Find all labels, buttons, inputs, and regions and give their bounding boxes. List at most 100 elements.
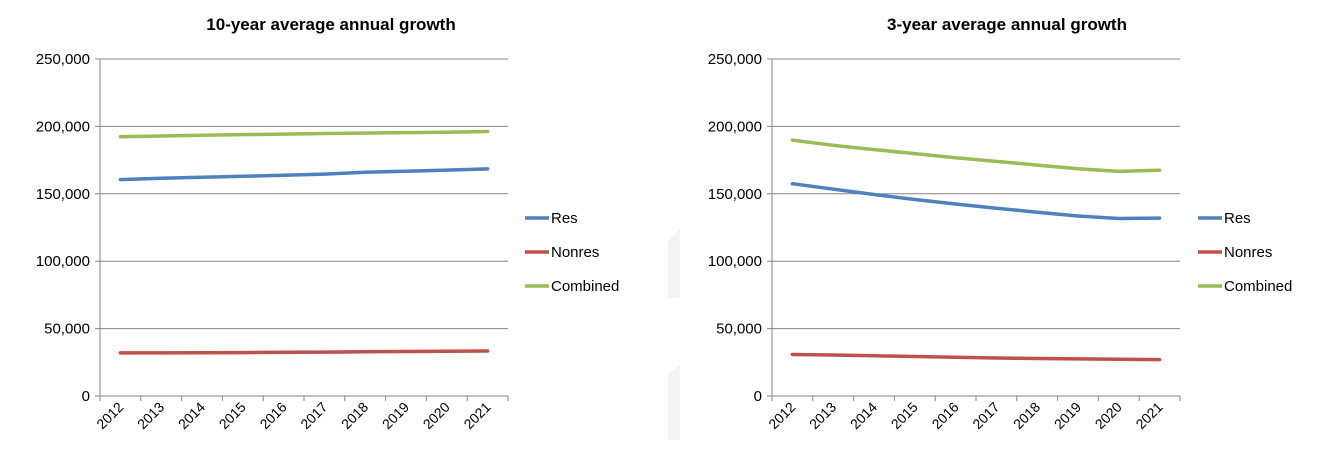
data-point-nonres [445, 349, 449, 353]
data-point-nonres [1117, 357, 1121, 361]
data-point-nonres [241, 351, 245, 355]
data-point-res [913, 197, 917, 201]
data-point-nonres [282, 350, 286, 354]
data-point-res [159, 176, 163, 180]
series-line-combined [118, 129, 490, 139]
legend-label-combined: Combined [1224, 278, 1292, 295]
y-tick-label: 100,000 [36, 253, 90, 270]
x-tick-label: 2016 [928, 399, 961, 432]
legend-label-res: Res [1224, 210, 1251, 227]
chart-title: 10-year average annual growth [206, 15, 455, 34]
data-point-nonres [404, 350, 408, 354]
y-tick-label: 0 [82, 388, 90, 405]
series-line-nonres [790, 352, 1162, 362]
data-point-combined [200, 133, 204, 137]
data-point-nonres [322, 350, 326, 354]
data-point-combined [790, 138, 794, 142]
data-point-res [1076, 214, 1080, 218]
data-point-res [445, 168, 449, 172]
x-tick-label: 2021 [1132, 399, 1165, 432]
data-point-nonres [486, 349, 490, 353]
data-point-res [363, 170, 367, 174]
y-tick-label: 200,000 [708, 118, 762, 135]
y-tick-label: 150,000 [708, 186, 762, 203]
data-point-nonres [831, 353, 835, 357]
series-line-nonres [118, 349, 490, 355]
data-point-res [404, 169, 408, 173]
data-point-nonres [954, 355, 958, 359]
data-point-res [790, 182, 794, 186]
data-point-combined [282, 132, 286, 136]
data-point-combined [404, 131, 408, 135]
x-tick-label: 2017 [969, 399, 1002, 432]
data-point-combined [445, 130, 449, 134]
data-point-res [1158, 216, 1162, 220]
data-point-nonres [159, 351, 163, 355]
data-point-combined [159, 134, 163, 138]
data-point-res [831, 187, 835, 191]
data-point-res [200, 175, 204, 179]
x-tick-label: 2012 [765, 399, 798, 432]
data-point-nonres [790, 352, 794, 356]
data-point-combined [1035, 163, 1039, 167]
legend-label-res: Res [551, 210, 578, 227]
y-tick-label: 50,000 [44, 321, 90, 338]
data-point-combined [872, 148, 876, 152]
x-tick-label: 2013 [806, 399, 839, 432]
y-tick-label: 200,000 [36, 118, 90, 135]
data-point-nonres [994, 356, 998, 360]
legend-label-combined: Combined [551, 278, 619, 295]
legend-label-nonres: Nonres [1224, 244, 1272, 261]
data-point-res [1035, 210, 1039, 214]
data-point-res [241, 174, 245, 178]
data-point-res [1117, 216, 1121, 220]
data-point-combined [831, 143, 835, 147]
data-point-combined [1076, 167, 1080, 171]
data-point-res [118, 178, 122, 182]
y-tick-label: 0 [754, 388, 762, 405]
y-tick-label: 150,000 [36, 186, 90, 203]
data-point-nonres [872, 354, 876, 358]
data-point-res [486, 167, 490, 171]
x-tick-label: 2019 [1051, 399, 1084, 432]
data-point-combined [363, 131, 367, 135]
y-tick-label: 50,000 [716, 321, 762, 338]
data-point-nonres [118, 351, 122, 355]
legend-label-nonres: Nonres [551, 244, 599, 261]
divider-shade-upper [668, 228, 680, 298]
data-point-nonres [1158, 358, 1162, 362]
y-tick-label: 100,000 [708, 253, 762, 270]
data-point-combined [913, 152, 917, 156]
data-point-nonres [1076, 357, 1080, 361]
x-tick-label: 2014 [847, 399, 880, 432]
data-point-res [872, 192, 876, 196]
data-point-combined [994, 159, 998, 163]
series-line-res [118, 167, 490, 182]
data-point-nonres [200, 351, 204, 355]
data-point-combined [1117, 169, 1121, 173]
x-tick-label: 2020 [1092, 399, 1125, 432]
data-point-combined [241, 133, 245, 137]
data-point-combined [118, 135, 122, 139]
data-point-nonres [913, 355, 917, 359]
x-tick-label: 2015 [888, 399, 921, 432]
chart-title: 3-year average annual growth [887, 15, 1127, 34]
divider-shade-lower [668, 365, 680, 440]
x-tick-label: 2018 [1010, 399, 1043, 432]
data-point-res [994, 206, 998, 210]
series-line-res [790, 181, 1162, 221]
data-point-combined [322, 132, 326, 136]
data-point-res [282, 173, 286, 177]
data-point-combined [1158, 168, 1162, 172]
series-line-combined [790, 138, 1162, 174]
data-point-nonres [1035, 357, 1039, 361]
data-point-combined [954, 156, 958, 160]
data-point-res [954, 202, 958, 206]
y-tick-label: 250,000 [36, 51, 90, 68]
data-point-combined [486, 130, 490, 134]
y-tick-label: 250,000 [708, 51, 762, 68]
data-point-nonres [363, 350, 367, 354]
data-point-res [322, 172, 326, 176]
